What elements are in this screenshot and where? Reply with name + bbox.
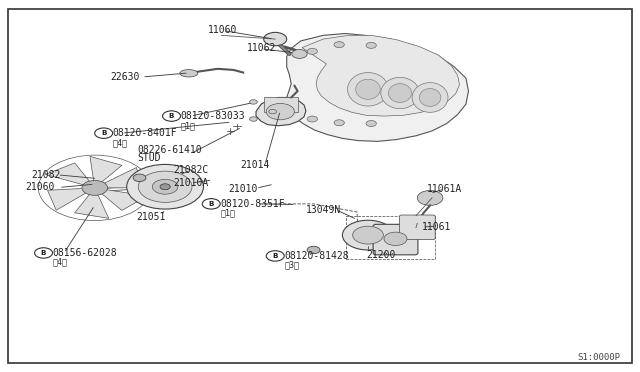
Circle shape	[334, 120, 344, 126]
Text: 08156-62028: 08156-62028	[52, 248, 117, 258]
Circle shape	[95, 128, 113, 138]
Ellipse shape	[381, 77, 419, 109]
Polygon shape	[47, 188, 90, 210]
Ellipse shape	[356, 79, 380, 99]
Ellipse shape	[180, 70, 198, 77]
Text: 11061: 11061	[422, 222, 451, 232]
Circle shape	[307, 48, 317, 54]
FancyBboxPatch shape	[264, 97, 298, 112]
FancyBboxPatch shape	[399, 215, 435, 240]
Circle shape	[152, 179, 178, 194]
FancyBboxPatch shape	[373, 224, 418, 255]
Text: 08120-81428: 08120-81428	[284, 251, 349, 261]
Circle shape	[138, 171, 192, 202]
Circle shape	[264, 32, 287, 46]
Text: 21060: 21060	[25, 183, 54, 192]
Polygon shape	[100, 167, 142, 188]
Text: 21010: 21010	[228, 184, 258, 194]
Circle shape	[292, 49, 307, 58]
Circle shape	[202, 199, 220, 209]
Text: B: B	[169, 113, 174, 119]
Circle shape	[266, 251, 284, 261]
Circle shape	[366, 121, 376, 126]
Circle shape	[334, 42, 344, 48]
Text: S1:0000P: S1:0000P	[578, 353, 621, 362]
Text: 08120-83033: 08120-83033	[180, 111, 245, 121]
Text: 13049N: 13049N	[306, 205, 342, 215]
Text: B: B	[41, 250, 46, 256]
Polygon shape	[45, 163, 92, 186]
Text: 11062: 11062	[246, 44, 276, 53]
Circle shape	[269, 109, 276, 114]
Text: 08226-61410: 08226-61410	[137, 145, 202, 154]
Text: 21200: 21200	[367, 250, 396, 260]
Ellipse shape	[412, 83, 448, 112]
Circle shape	[266, 103, 294, 120]
Text: （1）: （1）	[220, 209, 235, 218]
Circle shape	[127, 164, 204, 209]
Circle shape	[366, 42, 376, 48]
Circle shape	[163, 111, 180, 121]
Text: 11061A: 11061A	[426, 184, 462, 194]
Text: 21014: 21014	[240, 160, 269, 170]
Circle shape	[250, 117, 257, 121]
Text: B: B	[209, 201, 214, 207]
Circle shape	[133, 174, 146, 182]
Text: （4）: （4）	[113, 138, 127, 147]
Circle shape	[160, 184, 170, 190]
Circle shape	[35, 248, 52, 258]
Circle shape	[307, 116, 317, 122]
Polygon shape	[256, 97, 306, 126]
Text: 21082C: 21082C	[173, 166, 209, 175]
Polygon shape	[302, 35, 460, 116]
Text: （1）: （1）	[180, 121, 195, 130]
Ellipse shape	[419, 89, 441, 106]
Text: （3）: （3）	[284, 261, 299, 270]
Text: B: B	[101, 130, 106, 136]
Text: STUD: STUD	[137, 153, 161, 163]
Circle shape	[307, 246, 320, 254]
Ellipse shape	[388, 84, 412, 102]
Circle shape	[417, 190, 443, 205]
Text: 11060: 11060	[208, 25, 237, 35]
Circle shape	[250, 100, 257, 104]
Circle shape	[342, 220, 394, 250]
Text: 22630: 22630	[111, 73, 140, 82]
Polygon shape	[90, 156, 122, 185]
Ellipse shape	[348, 73, 388, 106]
Text: 21051: 21051	[136, 212, 166, 221]
Polygon shape	[287, 33, 468, 141]
Text: B: B	[273, 253, 278, 259]
Circle shape	[353, 226, 383, 244]
Text: 21010A: 21010A	[173, 178, 209, 188]
Text: 08120-8351F: 08120-8351F	[220, 199, 285, 209]
Text: 21082: 21082	[31, 170, 61, 180]
Text: （4）: （4）	[52, 258, 67, 267]
Polygon shape	[99, 189, 147, 211]
Circle shape	[82, 180, 108, 195]
Text: 08120-8401F: 08120-8401F	[113, 128, 177, 138]
Polygon shape	[75, 191, 109, 218]
Circle shape	[384, 232, 407, 246]
